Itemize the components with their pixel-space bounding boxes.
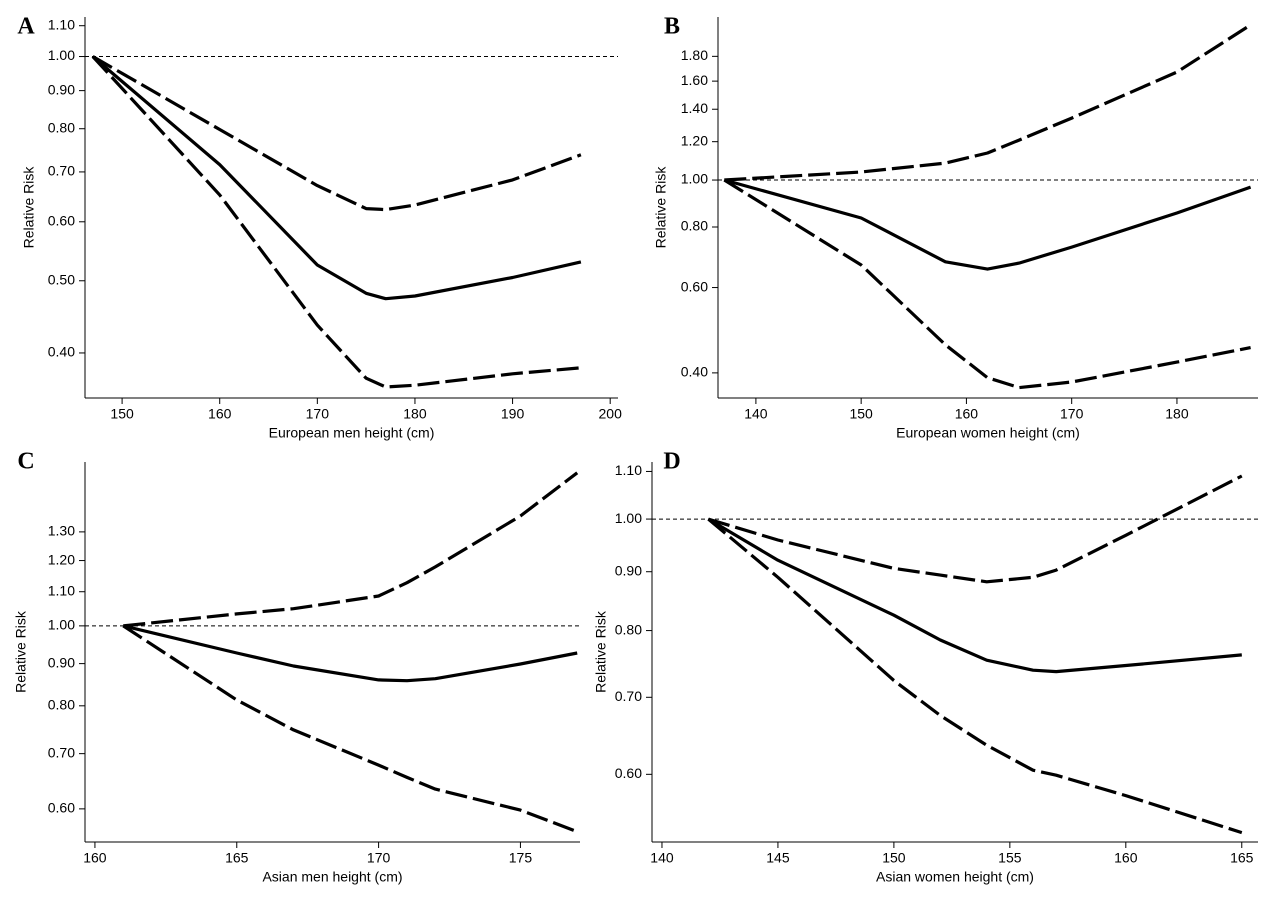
y-tick-label: 1.00 xyxy=(615,510,642,526)
y-tick-label: 0.60 xyxy=(681,278,708,294)
x-axis-label: Asian men height (cm) xyxy=(262,869,402,885)
x-tick-label: 145 xyxy=(766,850,790,866)
x-tick-label: 160 xyxy=(955,406,979,422)
x-tick-label: 165 xyxy=(1230,850,1254,866)
x-tick-label: 160 xyxy=(208,406,232,422)
x-tick-label: 155 xyxy=(998,850,1022,866)
y-tick-label: 0.80 xyxy=(48,697,75,713)
ci-line xyxy=(707,517,1243,835)
x-tick-label: 160 xyxy=(1114,850,1138,866)
x-axis-label: European men height (cm) xyxy=(269,425,435,441)
x-tick-label: 165 xyxy=(225,850,249,866)
y-tick-label: 0.50 xyxy=(48,271,75,287)
y-tick-label: 1.10 xyxy=(48,16,75,32)
panel-letter: A xyxy=(17,14,35,40)
x-tick-label: 175 xyxy=(509,850,533,866)
ci-line xyxy=(122,624,578,834)
y-tick-label: 1.00 xyxy=(681,171,708,187)
ci-line xyxy=(92,55,582,212)
x-tick-label: 170 xyxy=(367,850,391,866)
x-tick-label: 150 xyxy=(882,850,906,866)
y-tick-label: 0.80 xyxy=(681,218,708,234)
x-axis-label: European women height (cm) xyxy=(896,425,1080,441)
y-tick-label: 0.70 xyxy=(48,163,75,179)
x-tick-label: 190 xyxy=(501,406,525,422)
ci-line xyxy=(123,471,579,628)
y-tick-label: 1.10 xyxy=(615,462,642,478)
x-tick-label: 200 xyxy=(599,406,623,422)
ci-line xyxy=(723,178,1251,390)
y-tick-label: 1.20 xyxy=(48,551,75,567)
y-axis-label: Relative Risk xyxy=(13,610,29,693)
ci-line xyxy=(707,474,1243,584)
x-tick-label: 170 xyxy=(306,406,330,422)
y-tick-label: 1.20 xyxy=(681,132,708,148)
y-axis-label: Relative Risk xyxy=(593,610,609,693)
estimate-line xyxy=(122,624,578,683)
x-tick-label: 160 xyxy=(83,850,107,866)
y-tick-label: 1.80 xyxy=(681,47,708,63)
x-tick-label: 180 xyxy=(1165,406,1189,422)
ci-line xyxy=(724,23,1252,182)
y-tick-label: 0.90 xyxy=(615,562,642,578)
ci-line xyxy=(91,55,582,389)
y-tick-label: 0.80 xyxy=(48,119,75,135)
y-tick-label: 1.30 xyxy=(48,523,75,539)
y-tick-label: 1.00 xyxy=(48,47,75,63)
x-tick-label: 170 xyxy=(1060,406,1084,422)
y-tick-label: 0.70 xyxy=(48,744,75,760)
panel-letter: C xyxy=(17,449,34,475)
y-tick-label: 0.40 xyxy=(48,344,75,360)
y-tick-label: 1.00 xyxy=(48,617,75,633)
y-tick-label: 0.90 xyxy=(48,81,75,97)
y-tick-label: 0.60 xyxy=(48,212,75,228)
estimate-line xyxy=(91,55,582,301)
y-tick-label: 0.60 xyxy=(615,765,642,781)
x-axis-label: Asian women height (cm) xyxy=(876,869,1034,885)
x-tick-label: 180 xyxy=(403,406,427,422)
y-tick-label: 0.90 xyxy=(48,654,75,670)
y-tick-label: 0.80 xyxy=(615,621,642,637)
y-axis-label: Relative Risk xyxy=(653,166,669,249)
y-tick-label: 1.10 xyxy=(48,582,75,598)
y-tick-label: 0.70 xyxy=(615,688,642,704)
x-tick-label: 150 xyxy=(110,406,134,422)
y-tick-label: 1.40 xyxy=(681,100,708,116)
x-tick-label: 150 xyxy=(849,406,873,422)
y-axis-label: Relative Risk xyxy=(21,166,37,249)
y-tick-label: 0.40 xyxy=(681,364,708,380)
x-tick-label: 140 xyxy=(650,850,674,866)
estimate-line xyxy=(707,517,1242,674)
y-tick-label: 0.60 xyxy=(48,800,75,816)
panel-letter: D xyxy=(663,449,680,475)
panel-letter: B xyxy=(664,14,680,40)
y-tick-label: 1.60 xyxy=(681,72,708,88)
estimate-line xyxy=(723,178,1252,271)
x-tick-label: 140 xyxy=(744,406,768,422)
